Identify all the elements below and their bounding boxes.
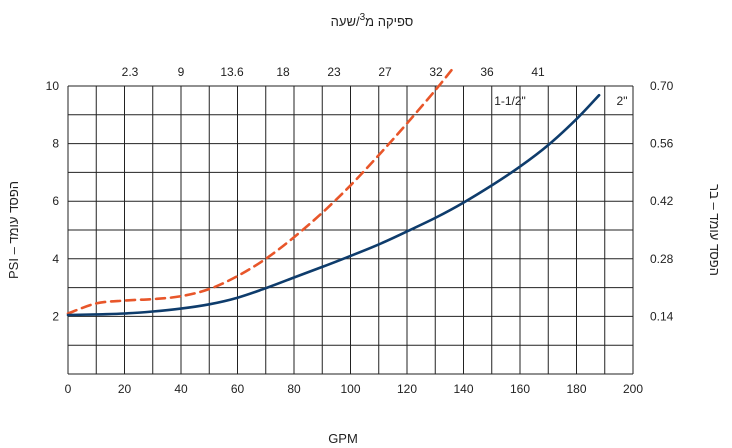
x-axis-title: GPM xyxy=(328,431,358,446)
x-tick-label: 180 xyxy=(566,382,586,396)
top-tick-label: 32 xyxy=(429,65,443,79)
right-tick-label: 0.56 xyxy=(650,137,674,151)
top-tick-label: 9 xyxy=(178,65,185,79)
right-tick-label: 0.14 xyxy=(650,309,674,323)
x-tick-label: 0 xyxy=(65,382,72,396)
series-labels: 1-1/2" 2" xyxy=(494,94,627,108)
series-line-1-5-inch xyxy=(66,64,457,315)
right-tick-label: 0.70 xyxy=(650,79,674,93)
x-tick-label: 160 xyxy=(510,382,530,396)
top-tick-label: 18 xyxy=(276,65,290,79)
x-tick-label: 20 xyxy=(118,382,132,396)
chart-title: ספיקה מ3/שעה xyxy=(331,12,414,29)
x-tick-label: 120 xyxy=(397,382,417,396)
series-line-2-inch xyxy=(66,93,601,317)
y-axis-title-left: PSI – הפסד עומד xyxy=(6,181,21,279)
top-tick-label: 23 xyxy=(327,65,341,79)
x-tick-label: 200 xyxy=(623,382,643,396)
top-tick-label: 41 xyxy=(531,65,545,79)
series-label-2-inch: 2" xyxy=(617,94,628,108)
tick-labels: 0 20 40 60 80 100 120 140 160 180 200 2 4 6 8 10 0.14 0.2… xyxy=(46,65,674,396)
top-tick-label: 36 xyxy=(480,65,494,79)
top-tick-label: 2.3 xyxy=(122,65,139,79)
right-tick-label: 0.42 xyxy=(650,194,674,208)
series-label-1-5-inch: 1-1/2" xyxy=(494,94,526,108)
y-tick-label: 4 xyxy=(52,252,59,266)
x-tick-label: 40 xyxy=(174,382,188,396)
y-tick-label: 6 xyxy=(52,194,59,208)
top-tick-label: 27 xyxy=(378,65,392,79)
x-tick-label: 140 xyxy=(453,382,473,396)
x-tick-label: 80 xyxy=(287,382,301,396)
grid xyxy=(67,85,634,375)
x-tick-label: 100 xyxy=(340,382,360,396)
y-tick-label: 8 xyxy=(52,137,59,151)
top-tick-label: 13.6 xyxy=(220,65,244,79)
right-tick-label: 0.28 xyxy=(650,252,674,266)
x-tick-label: 60 xyxy=(231,382,245,396)
y-tick-label: 10 xyxy=(46,79,60,93)
series xyxy=(66,64,601,317)
y-axis-title-right: הפסד עומד – בר xyxy=(707,184,722,276)
y-tick-label: 2 xyxy=(52,309,59,323)
